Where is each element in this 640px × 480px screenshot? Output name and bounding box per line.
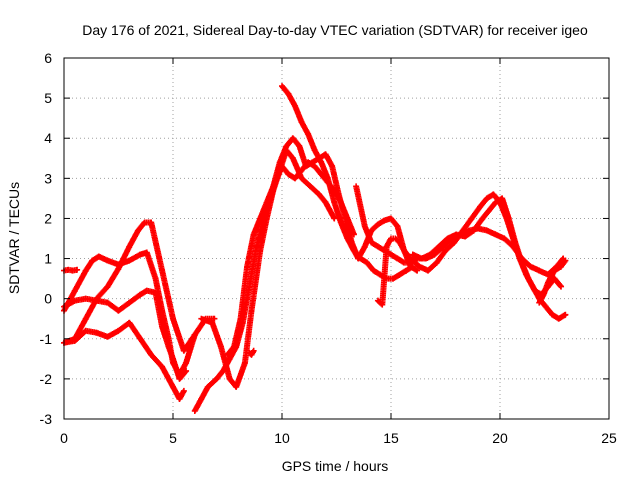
- x-axis-label: GPS time / hours: [282, 458, 389, 474]
- y-tick-label: 3: [44, 170, 52, 186]
- chart-title: Day 176 of 2021, Sidereal Day-to-day VTE…: [82, 22, 588, 38]
- data-point: [74, 266, 81, 273]
- series-sat-a: [61, 266, 81, 274]
- x-tick-label: 0: [60, 430, 68, 446]
- x-tick-label: 15: [383, 430, 399, 446]
- data-point: [180, 387, 187, 394]
- y-tick-label: -1: [40, 331, 53, 347]
- series-sat-o: [536, 257, 569, 306]
- y-tick-label: 0: [44, 291, 52, 307]
- plot-frame: [63, 57, 610, 420]
- series-sat-g: [198, 147, 338, 390]
- series-sat-m: [409, 195, 565, 298]
- data-point: [414, 267, 421, 274]
- x-tick-label: 5: [169, 430, 177, 446]
- axis-ticks: 0 5 10 15 20 25 -3 -2 -1 0 1 2 3 4 5 6: [40, 50, 617, 446]
- series-sat-n: [246, 347, 257, 358]
- series-sat-b: [61, 249, 198, 378]
- series-sat-d: [61, 287, 190, 382]
- y-tick-label: -3: [40, 411, 53, 427]
- data-point: [211, 315, 218, 322]
- y-tick-label: 6: [44, 50, 52, 66]
- y-tick-label: 1: [44, 251, 52, 267]
- x-tick-label: 20: [492, 430, 508, 446]
- series-sat-e: [61, 319, 187, 402]
- data-point: [562, 311, 569, 318]
- y-tick-label: 2: [44, 210, 52, 226]
- grid: [64, 58, 609, 419]
- data-point: [250, 347, 257, 354]
- data-point: [558, 283, 565, 290]
- data-point: [183, 367, 190, 374]
- series-sat-i: [279, 83, 416, 282]
- data-point: [562, 257, 569, 264]
- x-tick-label: 25: [601, 430, 617, 446]
- y-axis-label: SDTVAR / TECUs: [6, 182, 22, 294]
- data-points: [61, 83, 569, 414]
- y-tick-label: 5: [44, 90, 52, 106]
- y-tick-label: 4: [44, 130, 52, 146]
- data-point: [331, 215, 338, 222]
- x-tick-label: 10: [274, 430, 290, 446]
- y-tick-label: -2: [40, 371, 53, 387]
